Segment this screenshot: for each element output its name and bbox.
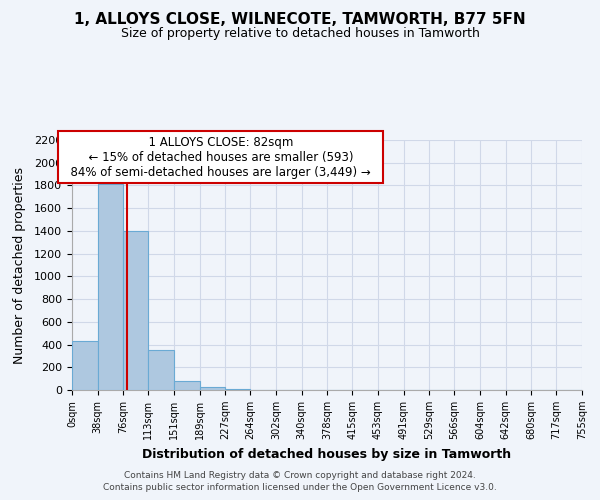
Bar bbox=[174, 382, 200, 390]
Bar bbox=[98, 184, 124, 390]
Text: Size of property relative to detached houses in Tamworth: Size of property relative to detached ho… bbox=[121, 28, 479, 40]
Bar bbox=[226, 389, 250, 390]
Bar bbox=[148, 350, 174, 390]
Bar bbox=[200, 387, 226, 390]
Text: 1, ALLOYS CLOSE, WILNECOTE, TAMWORTH, B77 5FN: 1, ALLOYS CLOSE, WILNECOTE, TAMWORTH, B7… bbox=[74, 12, 526, 28]
Bar bbox=[72, 341, 98, 390]
Text: Contains public sector information licensed under the Open Government Licence v3: Contains public sector information licen… bbox=[103, 484, 497, 492]
Y-axis label: Number of detached properties: Number of detached properties bbox=[13, 166, 26, 364]
Text: 1 ALLOYS CLOSE: 82sqm  
  ← 15% of detached houses are smaller (593)  
  84% of : 1 ALLOYS CLOSE: 82sqm ← 15% of detached … bbox=[63, 136, 378, 178]
Text: Contains HM Land Registry data © Crown copyright and database right 2024.: Contains HM Land Registry data © Crown c… bbox=[124, 471, 476, 480]
Bar bbox=[124, 231, 148, 390]
X-axis label: Distribution of detached houses by size in Tamworth: Distribution of detached houses by size … bbox=[142, 448, 512, 460]
